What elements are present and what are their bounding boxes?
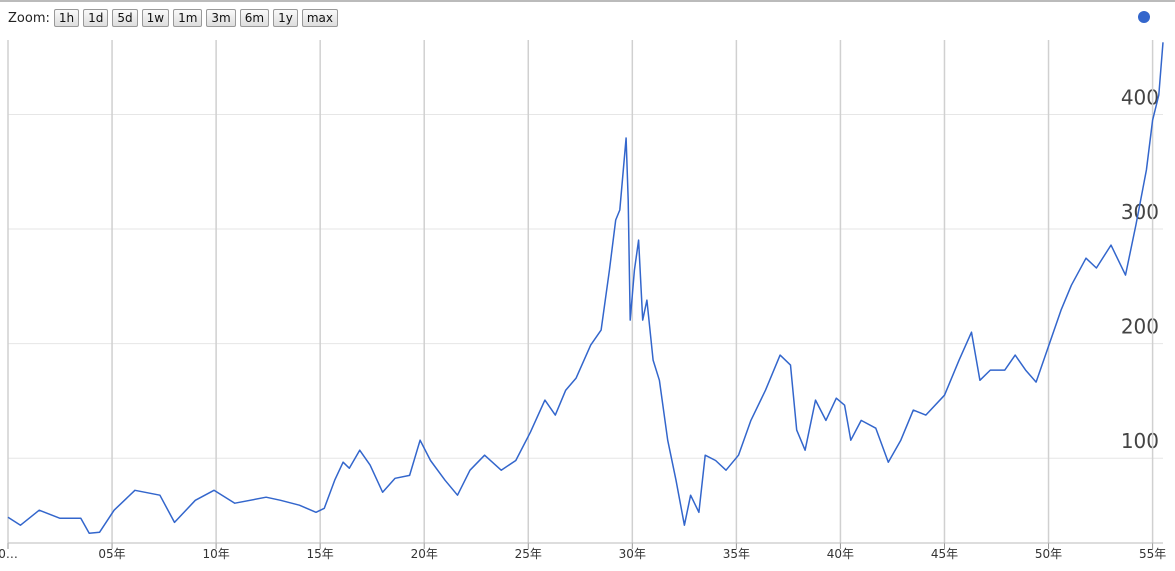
zoom-button[interactable]: 6m xyxy=(239,9,270,27)
x-tick-label: 25年 xyxy=(515,547,542,561)
zoom-controls: Zoom: 1h 1d 5d 1w 1m 3m 6m 1y max xyxy=(8,9,338,27)
x-tick-label: 30年 xyxy=(619,547,646,561)
x-tick-label: 15年 xyxy=(307,547,334,561)
zoom-button[interactable]: 1m xyxy=(173,9,203,27)
x-tick-label: 10年 xyxy=(202,547,229,561)
zoom-button[interactable]: 1y xyxy=(273,9,298,27)
toolbar: Zoom: 1h 1d 5d 1w 1m 3m 6m 1y max xyxy=(0,0,1175,34)
zoom-label: Zoom: xyxy=(8,10,50,26)
zoom-button[interactable]: 3m xyxy=(206,9,236,27)
x-tick-label: 35年 xyxy=(723,547,750,561)
x-tick-label: 0… xyxy=(0,547,18,561)
x-tick-label: 50年 xyxy=(1035,547,1062,561)
zoom-button[interactable]: 5d xyxy=(112,9,138,27)
x-tick-label: 45年 xyxy=(931,547,958,561)
data-line xyxy=(7,42,1164,535)
zoom-button[interactable]: 1h xyxy=(53,9,80,27)
zoom-button[interactable]: max xyxy=(301,9,338,27)
legend-marker xyxy=(1138,11,1150,23)
x-tick-label: 55年 xyxy=(1139,547,1166,561)
zoom-button[interactable]: 1w xyxy=(141,9,170,27)
x-tick-label: 05年 xyxy=(98,547,125,561)
x-tick-label: 20年 xyxy=(411,547,438,561)
zoom-button[interactable]: 1d xyxy=(83,9,109,27)
x-tick-label: 40年 xyxy=(827,547,854,561)
